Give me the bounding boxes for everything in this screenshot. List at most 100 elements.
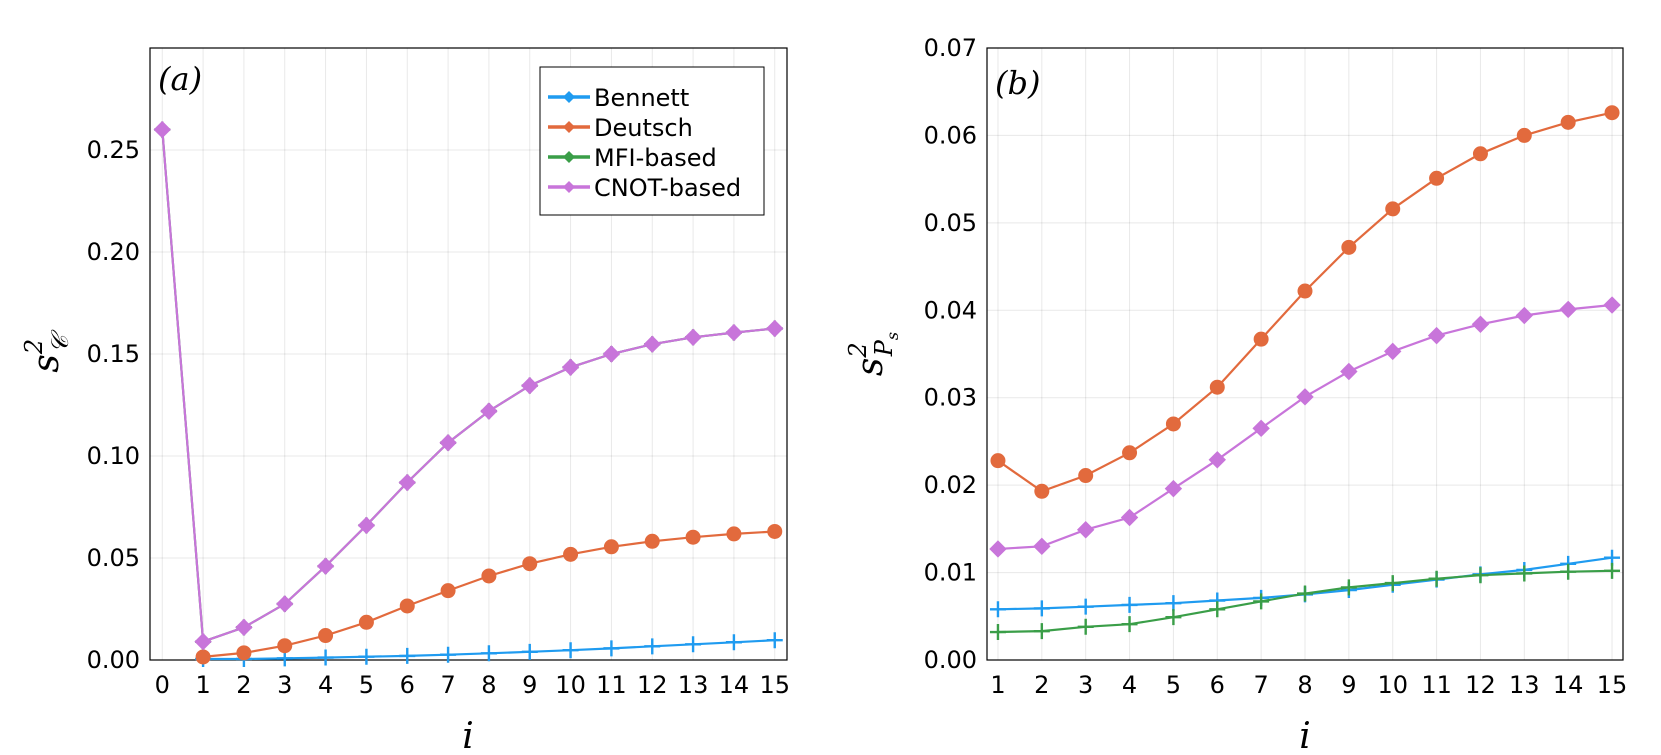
y-tick-label: 0.01 [924,559,977,587]
data-point-deutsch [522,556,538,572]
legend-item-cnot-based: CNOT-based [548,174,741,202]
x-axis-title-b: i [1299,716,1311,755]
panel-a: 0 1 2 3 4 5 6 7 8 9 10 11 12 13 14 15 0.000.050.100.150… [20,47,790,755]
series-cnot-based [153,120,784,651]
x-tick-label: 6 [400,671,415,699]
x-tick-label: 10 [1377,671,1408,699]
data-point-deutsch [990,453,1006,469]
y-tick-label: 0.10 [87,442,140,470]
data-point-deutsch [1429,170,1445,186]
x-tick-label: 8 [1297,671,1312,699]
data-point-bennett [685,636,702,653]
x-tick-label: 13 [1509,671,1540,699]
data-point-cnot-based [561,358,580,376]
x-tick-label: 4 [1122,671,1137,699]
data-point-bennett [725,634,742,651]
y-axis-title-a-base: s [26,354,67,372]
data-point-deutsch [685,529,701,545]
x-tick-label: 5 [359,671,374,699]
legend-label: MFI-based [594,144,717,172]
data-point-mfi-based [1428,570,1445,587]
x-tick-label: 4 [318,671,333,699]
data-point-deutsch [1165,416,1181,432]
x-tick-label: 2 [1034,671,1049,699]
data-point-cnot-based [1559,300,1577,319]
data-point-deutsch [1034,483,1050,499]
y-axis-title-b-subsub: s [883,332,902,340]
x-tick-label: 15 [759,671,790,699]
data-point-bennett [1165,595,1182,612]
data-point-deutsch [440,583,456,599]
data-point-deutsch [767,523,783,539]
series-group-b [989,105,1621,641]
svg-text:s2𝒞: s2𝒞 [20,329,74,373]
data-point-deutsch [644,533,660,549]
data-point-deutsch [1341,239,1357,255]
y-axis-title-b-sup: 2 [844,342,872,358]
data-point-bennett [603,640,620,657]
data-point-mfi-based [1384,575,1401,592]
data-point-mfi-based [1209,601,1226,618]
data-point-cnot-based [1384,342,1402,361]
x-tick-label: 10 [555,671,586,699]
data-point-deutsch [318,628,334,644]
data-point-cnot-based [684,328,702,346]
x-tick-label: 12 [1465,671,1496,699]
y-axis-title-b: s2Ps [844,332,902,376]
data-point-cnot-based [1427,326,1446,345]
y-tick-label: 0.20 [87,238,140,266]
legend-item-deutsch: Deutsch [548,114,693,142]
data-point-bennett [358,648,375,665]
series-deutsch [195,523,783,665]
data-point-mfi-based [1560,563,1577,580]
x-tick-label: 15 [1597,671,1628,699]
data-point-bennett [766,632,783,649]
data-point-cnot-based [439,434,457,452]
data-point-mfi-based [1033,623,1050,640]
data-point-deutsch [1516,127,1532,143]
plot-frame-a [149,47,788,661]
data-point-cnot-based [643,335,661,353]
x-tick-labels-b: 1 2 3 4 5 6 7 8 9 10 11 12 13 14 15 [990,671,1627,699]
legend-label: CNOT-based [594,174,741,202]
x-tick-label: 1 [195,671,210,699]
x-tick-label: 3 [277,671,292,699]
data-point-cnot-based [480,402,498,420]
series-mfi-based [989,562,1621,641]
data-point-deutsch [1385,201,1401,217]
data-point-cnot-based [725,323,743,342]
x-tick-label: 9 [522,671,537,699]
data-point-cnot-based [602,345,621,363]
data-point-deutsch [726,526,742,542]
data-point-cnot-based [276,595,294,613]
y-tick-label: 0.02 [924,471,977,499]
x-tick-label: 12 [637,671,668,699]
legend-item-mfi-based: MFI-based [548,144,717,172]
data-point-mfi-based [1121,616,1138,633]
data-point-cnot-based [1208,451,1226,469]
x-tick-label: 2 [236,671,251,699]
legend-item-bennett: Bennett [548,84,689,112]
data-point-deutsch [1122,445,1138,461]
data-point-deutsch [1560,114,1576,130]
legend-label: Deutsch [594,114,693,142]
y-tick-labels-b: 0.00 0.01 0.02 0.03 0.04 0.05 0.06 0.07 [924,34,977,674]
y-tick-label: 0.06 [924,121,977,149]
data-point-bennett [1033,600,1050,617]
plot-frame-b [986,47,1624,661]
legend-swatch-marker [563,151,575,163]
svg-text:s2Ps: s2Ps [844,332,902,376]
data-point-mfi-based [989,624,1006,641]
data-point-cnot-based [989,540,1007,558]
data-point-bennett [1121,596,1138,613]
data-point-deutsch [399,598,415,614]
y-axis-title-b-sub: P [870,339,898,357]
y-tick-label: 0.05 [87,544,140,572]
data-point-cnot-based [1471,315,1490,333]
legend-box [539,66,765,216]
y-tick-label: 0.03 [924,384,977,412]
y-tick-label: 0.04 [924,296,977,324]
data-point-cnot-based [766,319,784,338]
